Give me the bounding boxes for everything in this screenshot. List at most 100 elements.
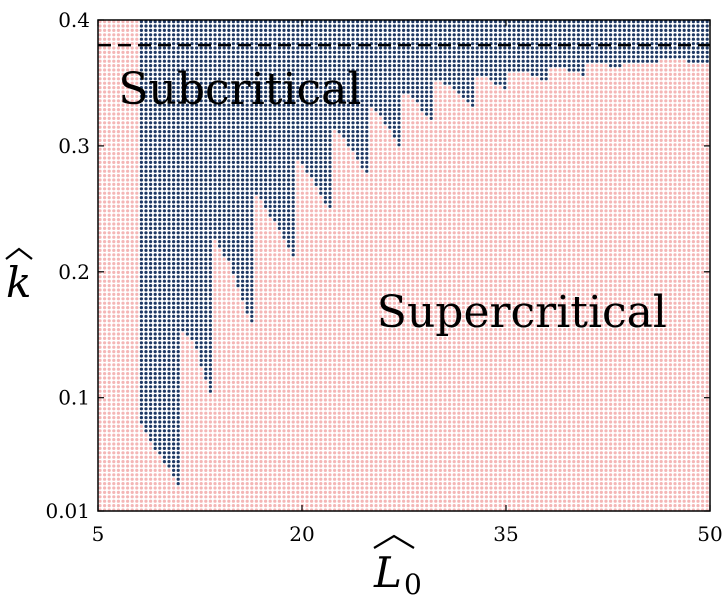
supercritical-point — [586, 350, 590, 354]
supercritical-point — [337, 433, 341, 437]
supercritical-point — [208, 468, 212, 472]
supercritical-point — [530, 429, 535, 433]
supercritical-point — [687, 354, 691, 358]
subcritical-point — [139, 380, 143, 384]
supercritical-point — [282, 411, 286, 415]
supercritical-point — [530, 350, 535, 354]
supercritical-point — [388, 380, 392, 384]
supercritical-point — [425, 358, 429, 362]
supercritical-point — [337, 416, 341, 420]
supercritical-point — [434, 477, 438, 481]
supercritical-point — [254, 455, 258, 459]
supercritical-point — [300, 398, 304, 402]
supercritical-point — [567, 499, 571, 503]
supercritical-point — [448, 416, 452, 420]
supercritical-point — [581, 504, 585, 508]
supercritical-point — [590, 499, 594, 503]
supercritical-point — [434, 482, 438, 486]
supercritical-point — [369, 482, 373, 486]
subcritical-point — [167, 442, 171, 446]
supercritical-point — [650, 460, 654, 464]
supercritical-point — [572, 438, 576, 442]
supercritical-point — [696, 424, 700, 428]
supercritical-point — [392, 402, 396, 406]
supercritical-point — [627, 389, 631, 393]
supercritical-point — [337, 486, 341, 490]
supercritical-point — [425, 482, 429, 486]
supercritical-point — [245, 442, 249, 446]
supercritical-point — [231, 429, 235, 433]
supercritical-point — [466, 402, 470, 406]
supercritical-point — [356, 455, 360, 459]
supercritical-point — [438, 411, 442, 415]
supercritical-point — [627, 424, 631, 428]
supercritical-point — [586, 411, 590, 415]
supercritical-point — [277, 473, 281, 477]
supercritical-point — [475, 495, 479, 499]
supercritical-point — [116, 442, 120, 446]
supercritical-point — [641, 394, 645, 398]
supercritical-point — [388, 468, 392, 472]
supercritical-point — [310, 407, 314, 411]
supercritical-point — [586, 468, 590, 472]
supercritical-point — [383, 460, 387, 464]
supercritical-point — [356, 385, 360, 389]
supercritical-point — [296, 438, 300, 442]
supercritical-point — [107, 486, 111, 490]
supercritical-point — [434, 464, 438, 468]
supercritical-point — [696, 468, 700, 472]
supercritical-point — [498, 490, 502, 494]
supercritical-point — [337, 455, 341, 459]
supercritical-point — [687, 407, 691, 411]
supercritical-point — [107, 495, 111, 499]
supercritical-point — [434, 460, 438, 464]
supercritical-point — [655, 380, 659, 384]
supercritical-point — [282, 482, 286, 486]
supercritical-point — [181, 389, 185, 393]
supercritical-point — [402, 460, 406, 464]
supercritical-point — [213, 411, 217, 415]
supercritical-point — [328, 345, 332, 349]
supercritical-point — [310, 354, 314, 358]
supercritical-point — [650, 424, 654, 428]
supercritical-point — [645, 416, 650, 420]
supercritical-point — [199, 398, 203, 402]
supercritical-point — [434, 411, 438, 415]
supercritical-point — [135, 350, 139, 354]
supercritical-point — [701, 424, 705, 428]
supercritical-point — [567, 407, 571, 411]
supercritical-point — [130, 385, 134, 389]
supercritical-point — [314, 376, 318, 380]
supercritical-point — [595, 460, 599, 464]
supercritical-point — [461, 411, 465, 415]
supercritical-point — [526, 482, 530, 486]
supercritical-point — [563, 451, 567, 455]
supercritical-point — [604, 468, 608, 472]
supercritical-point — [158, 486, 162, 490]
supercritical-point — [112, 358, 116, 362]
supercritical-point — [457, 372, 461, 376]
supercritical-point — [135, 499, 139, 503]
supercritical-point — [337, 490, 341, 494]
supercritical-point — [687, 490, 691, 494]
subcritical-point — [149, 354, 153, 358]
supercritical-point — [434, 354, 438, 358]
supercritical-point — [503, 433, 507, 437]
supercritical-point — [185, 442, 189, 446]
supercritical-point — [544, 376, 548, 380]
supercritical-point — [540, 438, 544, 442]
supercritical-point — [333, 354, 337, 358]
supercritical-point — [494, 350, 498, 354]
supercritical-point — [687, 416, 691, 420]
supercritical-point — [438, 363, 442, 367]
supercritical-point — [613, 420, 617, 424]
supercritical-point — [558, 424, 562, 428]
supercritical-point — [609, 442, 613, 446]
supercritical-point — [305, 446, 309, 450]
supercritical-point — [622, 372, 627, 376]
supercritical-point — [337, 380, 341, 384]
supercritical-point — [112, 438, 116, 442]
supercritical-point — [415, 499, 419, 503]
supercritical-point — [227, 477, 231, 481]
supercritical-point — [563, 482, 567, 486]
